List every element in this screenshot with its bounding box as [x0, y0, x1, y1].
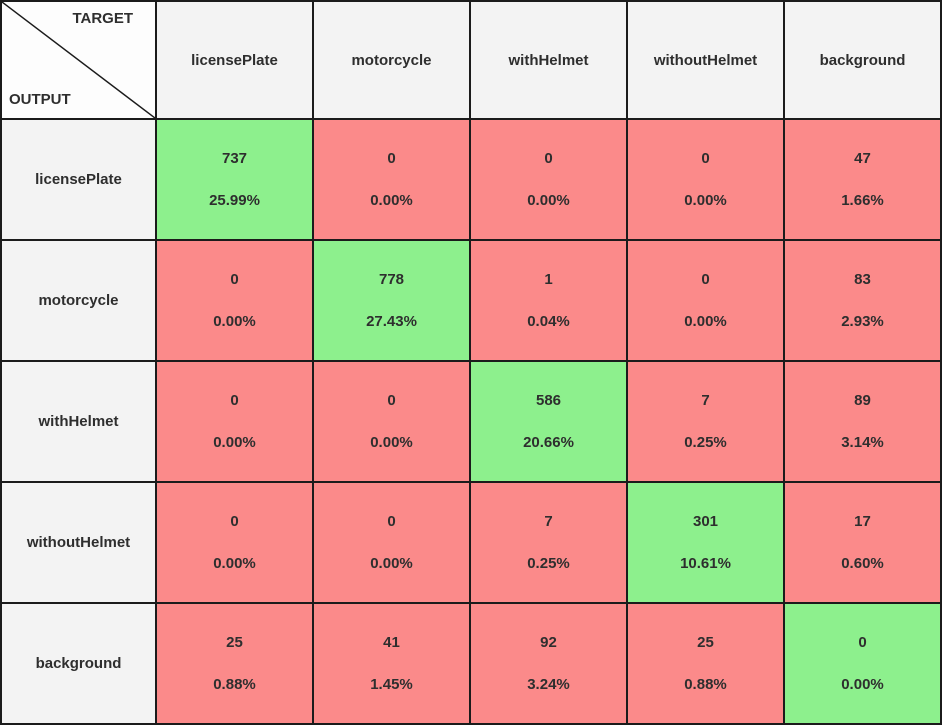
cell-percent: 0.00%	[527, 192, 570, 209]
cell-count: 89	[854, 392, 871, 409]
table-row: withHelmet 0 0.00% 0 0.00% 586 20.66% 7 …	[0, 360, 942, 483]
cell-count: 0	[387, 513, 396, 530]
cell-count: 1	[544, 271, 553, 288]
matrix-cell: 737 25.99%	[155, 118, 314, 241]
matrix-cell: 25 0.88%	[155, 602, 314, 725]
matrix-cell: 83 2.93%	[783, 239, 942, 362]
cell-percent: 25.99%	[209, 192, 260, 209]
cell-percent: 0.00%	[213, 313, 256, 330]
cell-percent: 0.00%	[213, 555, 256, 572]
cell-count: 0	[387, 392, 396, 409]
matrix-cell: 0 0.00%	[155, 360, 314, 483]
matrix-cell: 0 0.00%	[155, 239, 314, 362]
cell-percent: 0.00%	[684, 313, 727, 330]
matrix-cell: 0 0.00%	[155, 481, 314, 604]
cell-count: 586	[535, 392, 562, 409]
cell-percent: 2.93%	[841, 313, 884, 330]
cell-percent: 3.24%	[527, 676, 570, 693]
cell-count: 0	[230, 271, 239, 288]
matrix-cell: 0 0.00%	[626, 239, 785, 362]
corner-cell: TARGET OUTPUT	[0, 0, 157, 120]
column-header-withouthelmet: withoutHelmet	[626, 0, 785, 120]
matrix-cell: 41 1.45%	[312, 602, 471, 725]
table-row: licensePlate 737 25.99% 0 0.00% 0 0.00% …	[0, 118, 942, 241]
output-axis-label: OUTPUT	[9, 91, 71, 108]
cell-count: 83	[854, 271, 871, 288]
matrix-cell: 17 0.60%	[783, 481, 942, 604]
diagonal-divider-icon	[3, 3, 154, 117]
table-row: withoutHelmet 0 0.00% 0 0.00% 7 0.25% 30…	[0, 481, 942, 604]
cell-count: 7	[701, 392, 710, 409]
cell-percent: 0.00%	[684, 192, 727, 209]
cell-count: 0	[230, 392, 239, 409]
row-header-withhelmet: withHelmet	[0, 360, 157, 483]
cell-count: 41	[383, 634, 400, 651]
cell-count: 17	[854, 513, 871, 530]
matrix-cell: 92 3.24%	[469, 602, 628, 725]
matrix-cell: 778 27.43%	[312, 239, 471, 362]
cell-percent: 20.66%	[523, 434, 574, 451]
matrix-cell: 89 3.14%	[783, 360, 942, 483]
row-header-background: background	[0, 602, 157, 725]
cell-percent: 0.00%	[841, 676, 884, 693]
cell-percent: 3.14%	[841, 434, 884, 451]
row-header-licenseplate: licensePlate	[0, 118, 157, 241]
cell-count: 0	[701, 150, 710, 167]
cell-percent: 0.00%	[370, 192, 413, 209]
matrix-cell: 7 0.25%	[626, 360, 785, 483]
cell-percent: 0.25%	[684, 434, 727, 451]
cell-percent: 0.88%	[213, 676, 256, 693]
cell-count: 47	[854, 150, 871, 167]
cell-count: 0	[387, 150, 396, 167]
row-header-motorcycle: motorcycle	[0, 239, 157, 362]
cell-percent: 27.43%	[366, 313, 417, 330]
matrix-cell: 47 1.66%	[783, 118, 942, 241]
matrix-cell: 7 0.25%	[469, 481, 628, 604]
cell-percent: 0.00%	[370, 555, 413, 572]
table-row: background 25 0.88% 41 1.45% 92 3.24% 25…	[0, 602, 942, 725]
cell-count: 7	[544, 513, 553, 530]
cell-percent: 0.04%	[527, 313, 570, 330]
row-header-withouthelmet: withoutHelmet	[0, 481, 157, 604]
cell-count: 737	[221, 150, 248, 167]
cell-count: 92	[540, 634, 557, 651]
matrix-cell: 0 0.00%	[469, 118, 628, 241]
cell-count: 25	[697, 634, 714, 651]
matrix-cell: 0 0.00%	[312, 360, 471, 483]
cell-percent: 1.66%	[841, 192, 884, 209]
matrix-cell: 586 20.66%	[469, 360, 628, 483]
cell-count: 0	[544, 150, 553, 167]
cell-count: 301	[692, 513, 719, 530]
column-header-licenseplate: licensePlate	[155, 0, 314, 120]
cell-percent: 0.60%	[841, 555, 884, 572]
cell-percent: 1.45%	[370, 676, 413, 693]
header-row: TARGET OUTPUT licensePlate motorcycle wi…	[0, 0, 942, 120]
matrix-cell: 1 0.04%	[469, 239, 628, 362]
table-row: motorcycle 0 0.00% 778 27.43% 1 0.04% 0 …	[0, 239, 942, 362]
column-header-motorcycle: motorcycle	[312, 0, 471, 120]
column-header-withhelmet: withHelmet	[469, 0, 628, 120]
cell-count: 25	[226, 634, 243, 651]
column-header-background: background	[783, 0, 942, 120]
matrix-cell: 301 10.61%	[626, 481, 785, 604]
cell-count: 0	[858, 634, 867, 651]
matrix-cell: 0 0.00%	[312, 481, 471, 604]
cell-percent: 0.00%	[213, 434, 256, 451]
cell-count: 0	[230, 513, 239, 530]
matrix-cell: 0 0.00%	[312, 118, 471, 241]
cell-count: 0	[701, 271, 710, 288]
matrix-cell: 0 0.00%	[626, 118, 785, 241]
cell-percent: 10.61%	[680, 555, 731, 572]
matrix-cell: 25 0.88%	[626, 602, 785, 725]
cell-percent: 0.25%	[527, 555, 570, 572]
cell-count: 778	[378, 271, 405, 288]
cell-percent: 0.00%	[370, 434, 413, 451]
matrix-cell: 0 0.00%	[783, 602, 942, 725]
target-axis-label: TARGET	[72, 10, 133, 27]
cell-percent: 0.88%	[684, 676, 727, 693]
